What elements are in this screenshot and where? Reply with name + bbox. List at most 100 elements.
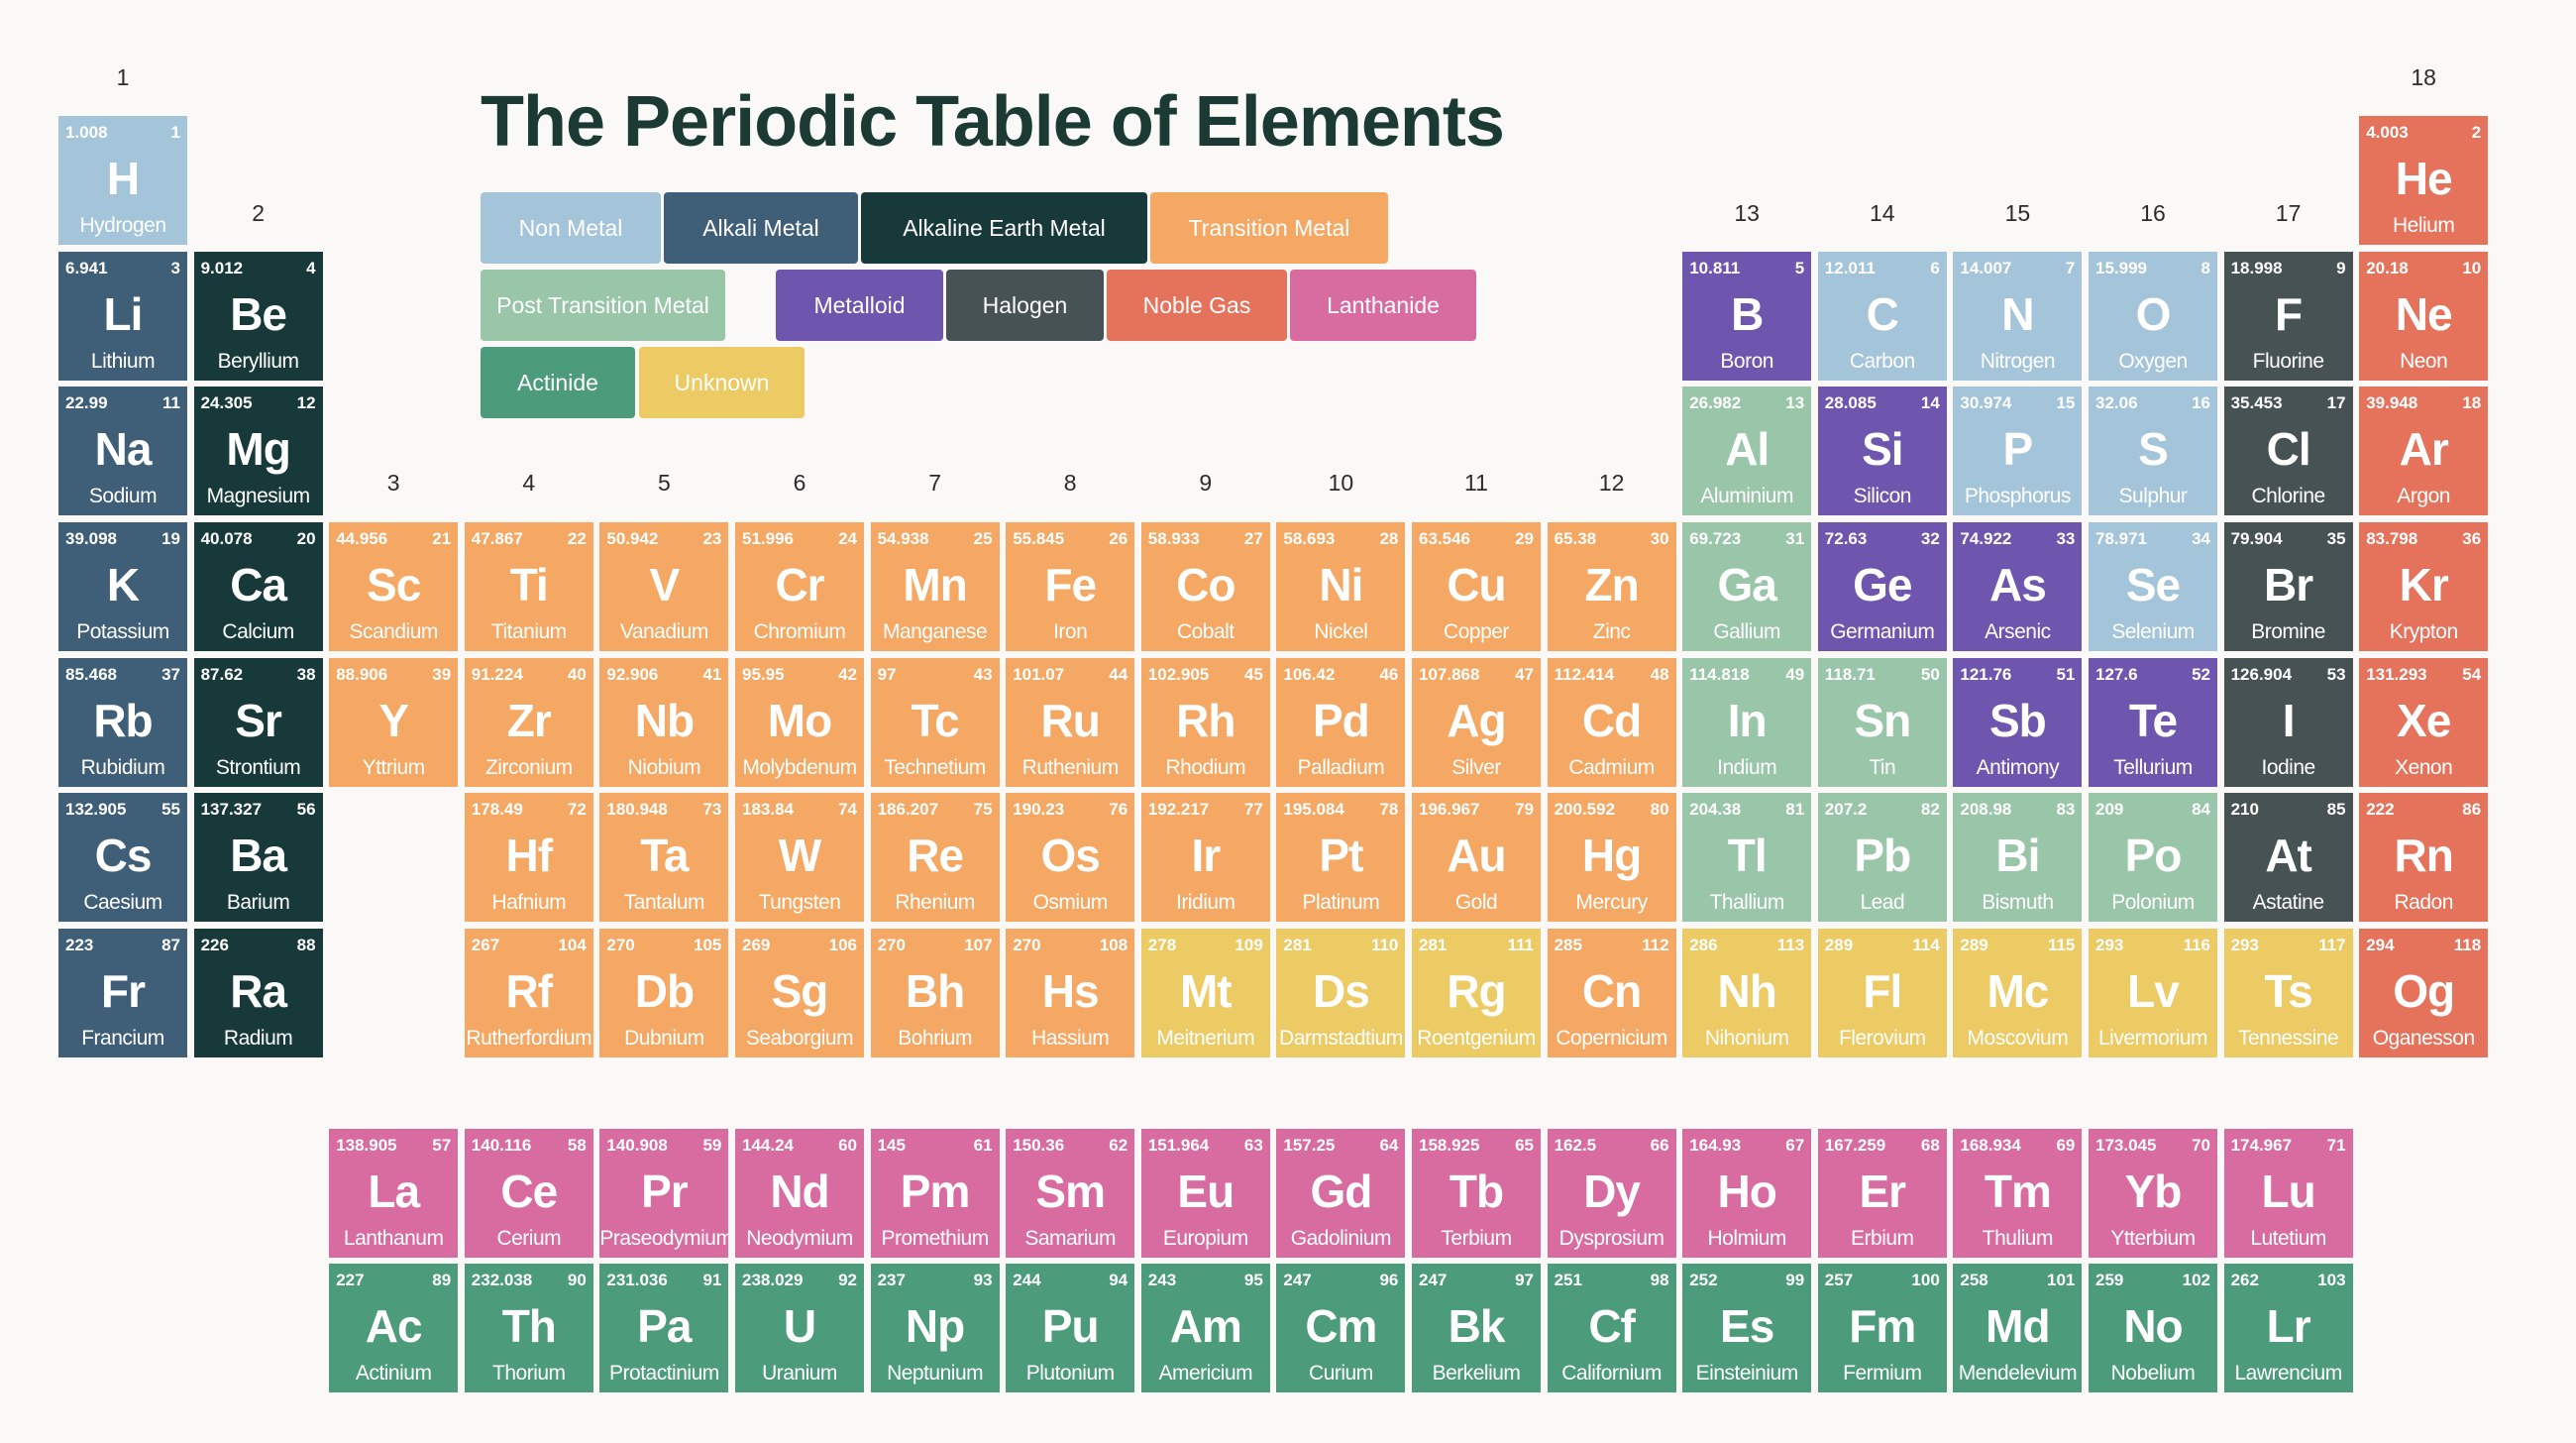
element-number: 86 (2462, 800, 2482, 819)
element-mass: 44.956 (336, 529, 388, 548)
element-symbol: I (2282, 695, 2296, 746)
element-number: 60 (838, 1136, 857, 1155)
element-symbol: Zn (1584, 559, 1639, 610)
element-number: 107 (964, 936, 993, 954)
element-number: 88 (296, 936, 316, 954)
element-tile-k: 39.098 19 K Potassium (58, 522, 187, 651)
element-tile-es: 252 99 Es Einsteinium (1682, 1264, 1812, 1392)
element-symbol: Pm (900, 1166, 971, 1217)
element-number: 56 (296, 800, 316, 819)
element-tile-s: 32.06 16 S Sulphur (2089, 387, 2217, 515)
element-symbol: Dy (1583, 1166, 1641, 1217)
element-name: Lawrencium (2234, 1362, 2342, 1385)
element-mass: 286 (1689, 936, 1718, 954)
element-number: 31 (1785, 529, 1805, 548)
element-mass: 138.905 (336, 1136, 397, 1155)
element-mass: 204.38 (1689, 800, 1742, 819)
element-tile-na: 22.99 11 Na Sodium (58, 387, 187, 515)
element-mass: 150.36 (1013, 1136, 1065, 1155)
element-tile-hg: 200.592 80 Hg Mercury (1547, 793, 1676, 922)
element-name: Francium (81, 1027, 164, 1050)
element-mass: 30.974 (1960, 393, 2012, 412)
group-label-16: 16 (2140, 200, 2166, 226)
element-tile-ba: 137.327 56 Ba Barium (193, 793, 323, 922)
element-mass: 39.098 (65, 529, 117, 548)
element-number: 23 (702, 529, 722, 548)
element-number: 58 (567, 1136, 587, 1155)
element-number: 36 (2462, 529, 2482, 548)
element-symbol: Po (2124, 830, 2183, 881)
element-mass: 18.998 (2230, 259, 2283, 278)
element-symbol: Ru (1040, 695, 1101, 746)
element-name: Neptunium (887, 1362, 984, 1385)
element-symbol: Bk (1448, 1300, 1506, 1352)
element-mass: 243 (1147, 1271, 1177, 1289)
element-number: 4 (306, 259, 316, 278)
element-number: 53 (2326, 665, 2346, 684)
element-name: Thulium (1982, 1227, 2054, 1250)
group-label-17: 17 (2275, 200, 2302, 226)
element-mass: 158.925 (1419, 1136, 1480, 1155)
element-symbol: Mo (767, 695, 832, 746)
element-tile-he: 4.003 2 He Helium (2359, 116, 2489, 245)
element-number: 21 (432, 529, 452, 548)
element-mass: 35.453 (2230, 393, 2283, 412)
group-label-2: 2 (252, 200, 265, 226)
element-tile-mc: 289 115 Mc Moscovium (1953, 929, 2083, 1057)
element-tile-pr: 140.908 59 Pr Praseodymium (599, 1129, 729, 1258)
element-mass: 223 (65, 936, 94, 954)
element-number: 2 (2471, 123, 2482, 142)
element-symbol: Nh (1717, 965, 1777, 1017)
element-mass: 144.24 (742, 1136, 794, 1155)
element-symbol: S (2138, 423, 2169, 475)
element-tile-pb: 207.2 82 Pb Lead (1817, 793, 1947, 922)
element-mass: 180.948 (606, 800, 668, 819)
element-mass: 200.592 (1554, 800, 1616, 819)
element-number: 96 (1379, 1271, 1399, 1289)
element-mass: 183.84 (742, 800, 794, 819)
element-mass: 107.868 (1419, 665, 1480, 684)
element-number: 112 (1642, 936, 1669, 954)
element-symbol: Cd (1581, 695, 1642, 746)
element-tile-u: 238.029 92 U Uranium (735, 1264, 864, 1392)
group-label-10: 10 (1328, 470, 1354, 496)
element-symbol: Xe (2397, 695, 2451, 746)
element-tile-ti: 47.867 22 Ti Titanium (464, 522, 593, 651)
element-symbol: Lr (2266, 1300, 2311, 1352)
element-name: Copper (1444, 620, 1509, 643)
element-mass: 39.948 (2366, 393, 2418, 412)
element-tile-bi: 208.98 83 Bi Bismuth (1953, 793, 2083, 922)
element-symbol: Bh (905, 965, 965, 1017)
legend-item-halogen: Halogen (946, 270, 1104, 341)
element-number: 115 (2047, 936, 2076, 954)
element-number: 30 (1650, 529, 1669, 548)
element-tile-cl: 35.453 17 Cl Chlorine (2223, 387, 2353, 515)
element-mass: 145 (877, 1136, 906, 1155)
legend-item-noble-gas: Noble Gas (1107, 270, 1287, 341)
element-mass: 207.2 (1824, 800, 1868, 819)
element-tile-ra: 226 88 Ra Radium (193, 929, 323, 1057)
element-tile-o: 15.999 8 O Oxygen (2089, 252, 2217, 381)
element-mass: 9.012 (200, 259, 244, 278)
element-tile-ta: 180.948 73 Ta Tantalum (599, 793, 729, 922)
element-symbol: Ne (2395, 288, 2453, 340)
element-name: Plutonium (1025, 1362, 1115, 1385)
legend-item-lanthanide: Lanthanide (1290, 270, 1476, 341)
element-tile-bk: 247 97 Bk Berkelium (1412, 1264, 1541, 1392)
element-mass: 195.084 (1283, 800, 1344, 819)
element-tile-sn: 118.71 50 Sn Tin (1817, 658, 1947, 787)
element-tile-sr: 87.62 38 Sr Strontium (193, 658, 323, 787)
element-symbol: Li (103, 288, 144, 340)
element-symbol: Ac (365, 1300, 423, 1352)
element-number: 99 (1785, 1271, 1805, 1289)
element-number: 1 (170, 123, 180, 142)
element-mass: 126.904 (2230, 665, 2293, 684)
element-mass: 270 (606, 936, 635, 954)
element-symbol: Er (1859, 1166, 1907, 1217)
element-name: Phosphorus (1964, 485, 2072, 507)
element-symbol: B (1731, 288, 1764, 340)
element-name: Gadolinium (1290, 1227, 1392, 1250)
element-name: Erbium (1851, 1227, 1914, 1250)
element-tile-rh: 102.905 45 Rh Rhodium (1140, 658, 1270, 787)
element-number: 78 (1379, 800, 1399, 819)
